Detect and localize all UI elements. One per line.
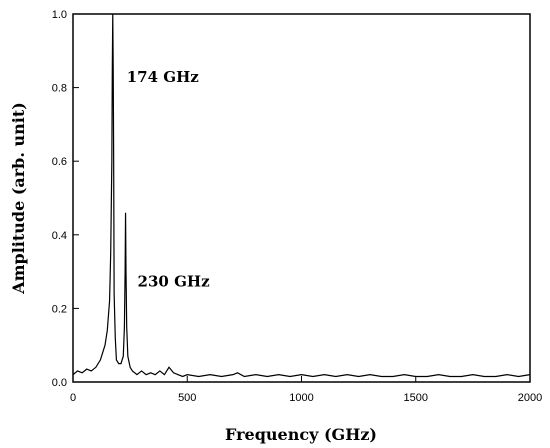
x-axis-ticks: 0 500 1000 1500 2000 <box>70 376 542 404</box>
y-axis-ticks: 0.0 0.2 0.4 0.6 0.8 1.0 <box>52 9 79 389</box>
y-tick-label: 0.2 <box>52 303 67 315</box>
x-tick-label: 2000 <box>518 392 542 404</box>
x-tick-label: 1500 <box>404 392 428 404</box>
x-tick-label: 1000 <box>289 392 313 404</box>
annotation-230ghz: 230 GHz <box>138 272 211 290</box>
y-tick-label: 0.0 <box>52 377 67 389</box>
x-tick-label: 0 <box>70 392 76 404</box>
y-tick-label: 0.4 <box>52 230 67 242</box>
x-axis-title: Frequency (GHz) <box>225 425 377 444</box>
y-tick-label: 1.0 <box>52 9 67 21</box>
annotation-174ghz: 174 GHz <box>127 68 200 86</box>
y-tick-label: 0.8 <box>52 83 67 95</box>
y-tick-label: 0.6 <box>52 156 67 168</box>
x-tick-label: 500 <box>178 392 196 404</box>
amplitude-series-line <box>72 13 531 378</box>
y-axis-title: Amplitude (arb. unit) <box>9 102 28 295</box>
